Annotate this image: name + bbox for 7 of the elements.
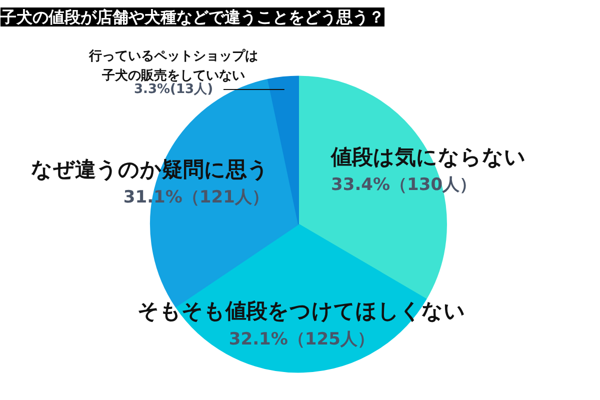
slice-label: そもそも値段をつけてほしくない bbox=[138, 299, 466, 324]
data-label: 3.3%(13人) bbox=[134, 82, 214, 97]
slice-label: 行っているペットショップは子犬の販売をしていない bbox=[88, 48, 258, 84]
slice-label: なぜ違うのか疑問に思う bbox=[30, 157, 269, 182]
data-label: 32.1%（125人） bbox=[228, 329, 374, 350]
data-label: 33.4%（130人） bbox=[331, 174, 477, 195]
chart-title: 子犬の値段が店舗や犬種などで違うことをどう思う？ bbox=[0, 8, 384, 26]
